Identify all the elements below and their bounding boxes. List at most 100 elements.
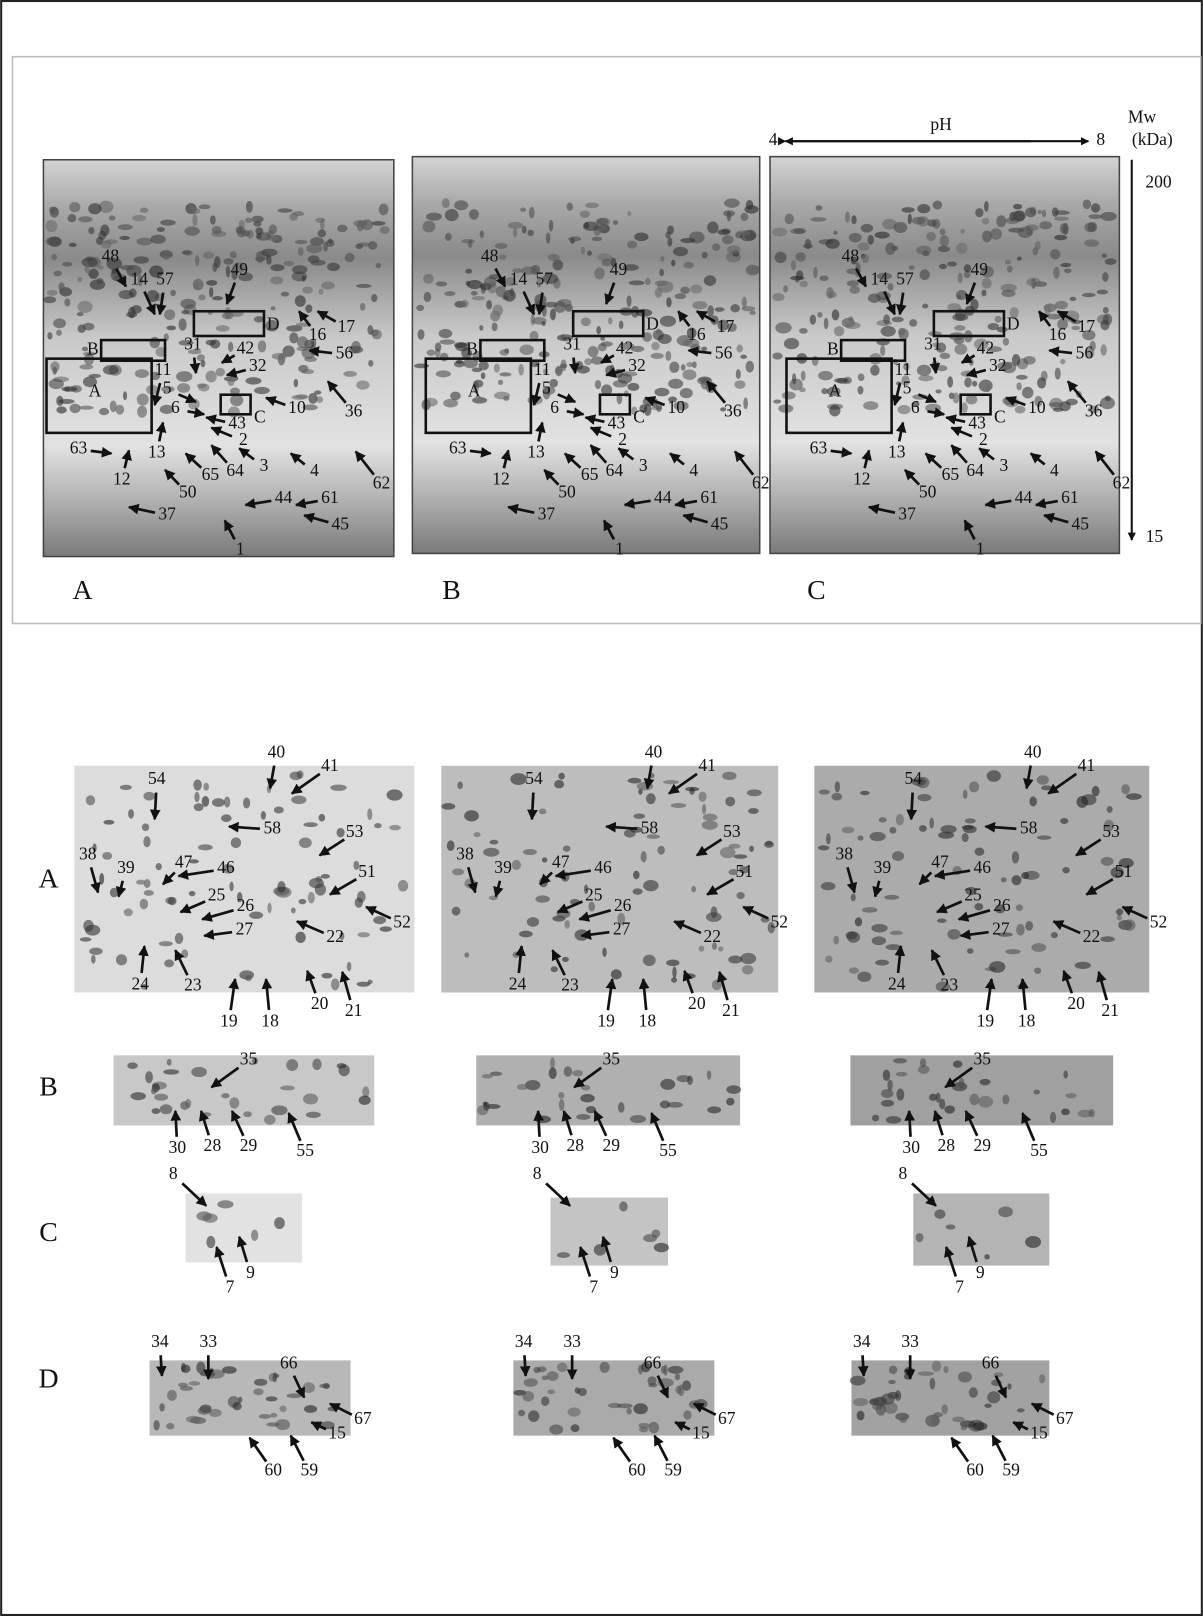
protein-spot <box>881 1099 895 1107</box>
spot-label: 5 <box>903 378 912 398</box>
arrow <box>673 920 702 935</box>
arrow <box>963 519 976 540</box>
spot-label: 54 <box>148 768 166 788</box>
protein-spot <box>987 1391 1001 1404</box>
protein-spot <box>585 1106 597 1114</box>
protein-spot <box>741 306 756 312</box>
protein-spot <box>197 844 213 851</box>
protein-spot <box>547 1389 556 1395</box>
protein-spot <box>598 217 611 227</box>
protein-spot <box>209 339 221 349</box>
spot-label: 22 <box>1083 926 1101 946</box>
arrow <box>515 945 526 974</box>
protein-spot <box>371 294 378 303</box>
protein-spot <box>228 341 234 352</box>
protein-spot <box>1009 306 1019 319</box>
protein-spot <box>1037 209 1042 215</box>
protein-spot <box>954 325 966 331</box>
arrow <box>127 503 156 515</box>
protein-spot <box>885 1116 902 1124</box>
protein-spot <box>423 273 434 284</box>
protein-spot <box>668 396 678 403</box>
protein-spot <box>441 198 450 209</box>
protein-spot <box>961 832 969 843</box>
protein-spot <box>954 343 968 355</box>
protein-spot <box>465 268 473 274</box>
spot-label: 20 <box>311 993 329 1013</box>
spot-label: 28 <box>937 1135 955 1155</box>
region-label: C <box>633 406 645 426</box>
protein-spot <box>626 1407 632 1415</box>
protein-spot <box>1082 199 1092 210</box>
protein-spot <box>78 216 93 223</box>
protein-spot <box>874 231 890 239</box>
arrow <box>236 1235 249 1263</box>
protein-spot <box>193 779 202 791</box>
protein-spot <box>657 845 665 855</box>
arrow <box>677 310 691 327</box>
protein-spot <box>585 202 599 209</box>
protein-spot <box>1014 405 1026 414</box>
arrow <box>174 949 189 976</box>
protein-spot <box>499 349 510 356</box>
spot-label: 39 <box>117 857 135 877</box>
protein-spot <box>931 1360 942 1372</box>
arrow <box>177 393 197 404</box>
protein-spot <box>253 1378 268 1386</box>
protein-spot <box>671 259 676 267</box>
protein-spot <box>181 949 189 959</box>
protein-spot <box>1009 211 1016 222</box>
protein-spot <box>1044 304 1052 316</box>
protein-spot <box>326 239 335 247</box>
spot-label: 49 <box>610 259 628 279</box>
protein-spot <box>264 1114 276 1125</box>
protein-spot <box>1039 1374 1046 1384</box>
protein-spot <box>98 200 114 213</box>
protein-spot <box>270 306 276 311</box>
arrow <box>957 909 991 922</box>
protein-spot <box>245 975 253 982</box>
protein-spot <box>454 200 469 211</box>
protein-spot <box>733 854 748 859</box>
arrow <box>225 282 237 306</box>
arrow <box>1018 978 1029 1011</box>
protein-spot <box>576 365 590 374</box>
arrow <box>189 357 201 375</box>
protein-spot <box>301 369 315 375</box>
protein-spot <box>947 929 961 940</box>
arrow <box>623 498 651 509</box>
spot-label: 16 <box>309 324 327 344</box>
spot-label: 48 <box>102 246 120 266</box>
protein-spot <box>310 259 326 266</box>
protein-spot <box>774 251 787 264</box>
arrow <box>566 407 585 418</box>
protein-spot <box>927 219 937 227</box>
protein-spot <box>683 1410 692 1420</box>
protein-spot <box>1106 806 1113 813</box>
protein-spot <box>964 818 976 824</box>
protein-spot <box>512 268 523 273</box>
protein-spot <box>848 316 854 322</box>
spot-label: 45 <box>331 514 349 534</box>
spot-label: 63 <box>810 437 828 457</box>
protein-spot <box>541 1375 549 1381</box>
protein-spot <box>834 377 848 383</box>
protein-spot <box>698 945 705 952</box>
protein-spot <box>471 295 485 301</box>
protein-spot <box>1060 358 1066 365</box>
protein-spot <box>883 1402 898 1414</box>
spot-label: 55 <box>296 1140 314 1160</box>
protein-spot <box>221 863 235 874</box>
protein-spot <box>745 360 755 373</box>
protein-spot <box>115 954 128 966</box>
arrow <box>469 446 492 458</box>
protein-spot <box>1025 207 1037 218</box>
protein-spot <box>815 205 823 211</box>
spot-label: 17 <box>1078 316 1096 336</box>
arrow <box>316 310 337 323</box>
protein-spot <box>888 1365 898 1375</box>
arrow <box>846 866 858 894</box>
protein-spot <box>929 1377 936 1390</box>
protein-spot <box>229 881 234 892</box>
arrow <box>650 1112 665 1142</box>
